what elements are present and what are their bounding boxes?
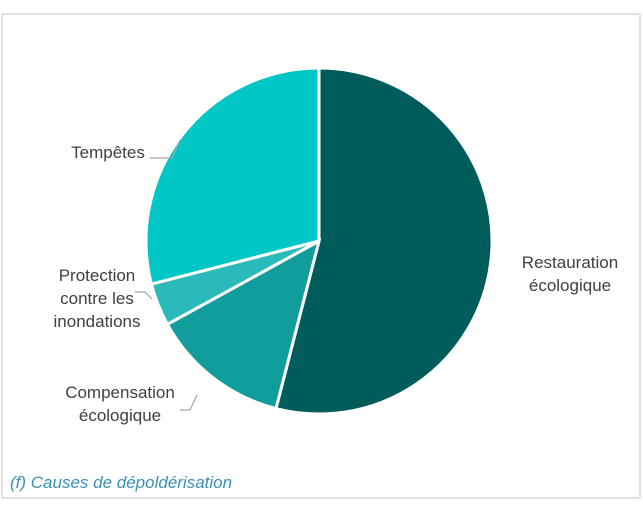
caption: (f) Causes de dépoldérisation	[10, 473, 232, 492]
leader-line	[135, 291, 153, 300]
pie-slice	[274, 66, 494, 416]
pie-slice	[144, 66, 321, 286]
leader-line	[150, 139, 181, 159]
leader-line	[180, 394, 198, 411]
slice-label: Protection contre les inondations	[54, 266, 141, 331]
slice-label: Compensation écologique	[65, 383, 175, 425]
pie-slice	[165, 238, 322, 411]
slice-label: Restauration écologique	[522, 253, 618, 295]
slice-label: Tempêtes	[71, 143, 145, 162]
